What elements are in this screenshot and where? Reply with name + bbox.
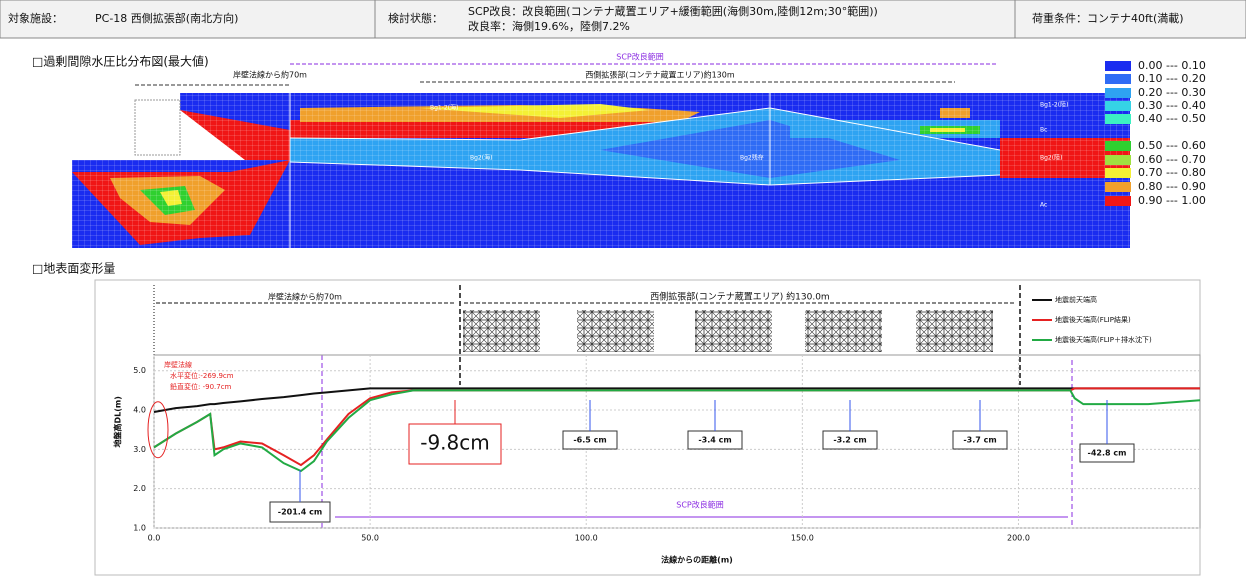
legend-label: 0.90 --- 1.00 bbox=[1138, 194, 1206, 207]
x-tick-label: 200.0 bbox=[1007, 534, 1030, 543]
y-tick-label: 5.0 bbox=[133, 366, 146, 375]
container bbox=[916, 310, 993, 352]
contour-plot: SCP改良範囲 岸壁法線から約70m 西側拡張部(コンテナ蔵置エリア)約130m… bbox=[72, 52, 1130, 249]
range-label: 西側拡張部(コンテナ蔵置エリア) 約130.0m bbox=[650, 291, 829, 303]
legend-swatch bbox=[1105, 114, 1131, 124]
state-line: SCP改良：改良範囲(コンテナ蔵置エリア+緩衝範囲(海側30m,陸側12m;30… bbox=[468, 4, 878, 18]
facility-label: 対象施設： bbox=[8, 11, 63, 25]
container bbox=[695, 310, 772, 352]
y-tick-label: 1.0 bbox=[133, 524, 146, 533]
legend-swatch bbox=[1105, 182, 1131, 192]
quay-wall bbox=[135, 100, 180, 155]
value-label: -6.5 cm bbox=[573, 436, 606, 445]
contour-label: Ac bbox=[1040, 202, 1047, 209]
contour-label: Bg2(海) bbox=[470, 154, 492, 162]
facility: PC-18 西側拡張部(南北方向) bbox=[95, 11, 238, 25]
state-label: 検討状態： bbox=[388, 11, 443, 25]
legend-label: 地震後天端高(FLIP＋排水沈下) bbox=[1055, 335, 1152, 344]
legend-swatch bbox=[1105, 101, 1131, 111]
legend-label: 0.40 --- 0.50 bbox=[1138, 112, 1206, 125]
legend-label: 0.60 --- 0.70 bbox=[1138, 153, 1206, 166]
contour-label: Bg2(陸) bbox=[1040, 154, 1062, 162]
container bbox=[577, 310, 654, 352]
value-label: -3.4 cm bbox=[698, 436, 731, 445]
legend-swatch bbox=[1105, 168, 1131, 178]
value-label: -9.8cm bbox=[420, 431, 490, 455]
y-tick-label: 3.0 bbox=[133, 445, 146, 454]
contour-label: 岸壁法線から約70m bbox=[233, 70, 307, 80]
legend-label: 0.50 --- 0.60 bbox=[1138, 139, 1206, 152]
legend-label: 0.30 --- 0.40 bbox=[1138, 99, 1206, 112]
legend-label: 0.00 --- 0.10 bbox=[1138, 59, 1206, 72]
legend-swatch bbox=[1105, 61, 1131, 71]
legend-swatch bbox=[1105, 155, 1131, 165]
container bbox=[805, 310, 882, 352]
value-label: -42.8 cm bbox=[1088, 449, 1127, 458]
note: 水平変位:-269.9cm bbox=[170, 371, 234, 380]
note: 鉛直変位: -90.7cm bbox=[170, 382, 232, 391]
contour-label: SCP改良範囲 bbox=[616, 52, 664, 62]
contour-label: Bg1-2(海) bbox=[430, 104, 458, 112]
legend-swatch bbox=[1105, 196, 1131, 206]
y-tick-label: 4.0 bbox=[133, 406, 146, 415]
legend-swatch bbox=[1105, 141, 1131, 151]
range-label: SCP改良範囲 bbox=[676, 500, 724, 510]
legend-label: 地震前天端高 bbox=[1055, 295, 1097, 304]
legend-swatch bbox=[1105, 88, 1131, 98]
legend-swatch bbox=[1105, 74, 1131, 84]
section-title: □地表面変形量 bbox=[32, 261, 115, 276]
x-tick-label: 150.0 bbox=[791, 534, 814, 543]
value-label: -201.4 cm bbox=[278, 508, 323, 517]
x-tick-label: 100.0 bbox=[575, 534, 598, 543]
x-tick-label: 50.0 bbox=[361, 534, 379, 543]
y-axis-label: 地盤高DL(m) bbox=[113, 396, 123, 447]
legend-label: 地震後天端高(FLIP結果) bbox=[1055, 315, 1131, 324]
legend-label: 0.80 --- 0.90 bbox=[1138, 180, 1206, 193]
value-label: -3.2 cm bbox=[833, 436, 866, 445]
section-title: □過剰間隙水圧比分布図(最大値) bbox=[32, 54, 209, 69]
range-label: 岸壁法線から約70m bbox=[268, 292, 342, 302]
legend-label: 0.20 --- 0.30 bbox=[1138, 86, 1206, 99]
legend-label: 0.10 --- 0.20 bbox=[1138, 72, 1206, 85]
note: 岸壁法線 bbox=[164, 360, 192, 369]
x-axis-label: 法線からの距離(m) bbox=[661, 555, 733, 565]
x-tick-label: 0.0 bbox=[148, 534, 161, 543]
contour-label: Bg2残存 bbox=[740, 154, 764, 162]
container bbox=[463, 310, 540, 352]
contour-label: 西側拡張部(コンテナ蔵置エリア)約130m bbox=[585, 70, 735, 80]
y-tick-label: 2.0 bbox=[133, 484, 146, 493]
mesh bbox=[72, 93, 1130, 248]
page: 対象施設： PC-18 西側拡張部(南北方向) 検討状態： SCP改良：改良範囲… bbox=[0, 0, 1246, 576]
header: 対象施設： PC-18 西側拡張部(南北方向) 検討状態： SCP改良：改良範囲… bbox=[0, 0, 1246, 38]
contour-label: Bc bbox=[1040, 127, 1047, 134]
load: 荷重条件：コンテナ40ft(満載) bbox=[1032, 11, 1184, 25]
value-label: -3.7 cm bbox=[963, 436, 996, 445]
contour-label: Bg1-2(陸) bbox=[1040, 101, 1068, 109]
state-line: 改良率：海側19.6%，陸側7.2% bbox=[468, 19, 630, 33]
legend-label: 0.70 --- 0.80 bbox=[1138, 166, 1206, 179]
